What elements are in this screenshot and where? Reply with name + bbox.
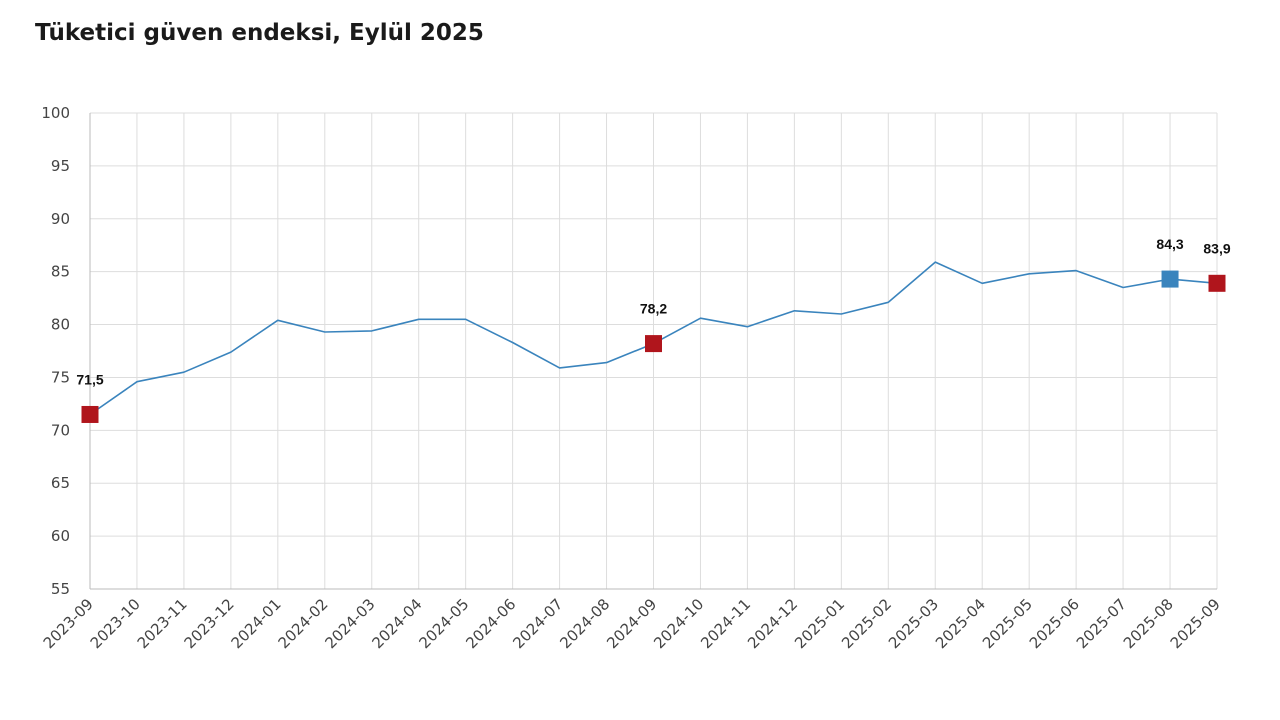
y-tick-label: 75 xyxy=(51,368,70,386)
y-tick-label: 90 xyxy=(51,210,70,228)
highlight-marker xyxy=(645,335,662,353)
data-label: 83,9 xyxy=(1203,240,1230,256)
data-label: 84,3 xyxy=(1156,236,1183,252)
data-label: 78,2 xyxy=(640,301,667,317)
x-tick-label: 2024-09 xyxy=(603,595,660,652)
x-tick-label: 2024-04 xyxy=(368,595,425,652)
x-tick-label: 2023-12 xyxy=(181,595,238,652)
x-tick-label: 2023-11 xyxy=(134,595,191,652)
y-tick-label: 80 xyxy=(51,316,70,334)
highlight-markers xyxy=(81,270,1226,423)
highlight-marker xyxy=(1208,274,1226,292)
y-tick-label: 65 xyxy=(51,474,70,492)
x-tick-label: 2025-04 xyxy=(932,595,989,652)
y-tick-label: 100 xyxy=(41,104,70,122)
x-tick-label: 2024-03 xyxy=(322,595,379,652)
x-tick-label: 2024-10 xyxy=(650,595,707,652)
x-tick-labels: 2023-092023-102023-112023-122024-012024-… xyxy=(40,595,1224,652)
x-tick-label: 2024-02 xyxy=(275,595,332,652)
axes xyxy=(89,113,1217,590)
y-tick-label: 95 xyxy=(51,157,70,175)
x-tick-label: 2024-06 xyxy=(462,595,519,652)
highlight-marker xyxy=(1161,270,1179,288)
x-tick-label: 2024-12 xyxy=(744,595,801,652)
y-tick-label: 55 xyxy=(51,580,70,598)
y-tick-labels: 55 60 65 70 75 80 85 90 95 100 xyxy=(41,104,70,598)
chart-title: Tüketici güven endeksi, Eylül 2025 xyxy=(35,20,484,46)
y-tick-label: 85 xyxy=(51,263,70,281)
x-tick-label: 2025-05 xyxy=(979,595,1036,652)
x-tick-label: 2025-09 xyxy=(1167,595,1224,652)
y-tick-label: 70 xyxy=(51,421,70,439)
data-labels: 71,5 78,2 84,3 83,9 xyxy=(76,236,1230,387)
x-tick-label: 2025-03 xyxy=(885,595,942,652)
x-tick-label: 2024-01 xyxy=(228,595,285,652)
x-tick-label: 2025-01 xyxy=(791,595,848,652)
data-label: 71,5 xyxy=(76,371,103,387)
x-tick-label: 2025-08 xyxy=(1120,595,1177,652)
x-tick-label: 2024-11 xyxy=(697,595,754,652)
highlight-marker xyxy=(81,405,99,423)
x-tick-label: 2024-05 xyxy=(415,595,472,652)
y-tick-label: 60 xyxy=(51,527,70,545)
x-tick-label: 2023-09 xyxy=(40,595,97,652)
x-tick-label: 2025-06 xyxy=(1026,595,1083,652)
x-tick-label: 2025-02 xyxy=(838,595,895,652)
x-tick-label: 2024-08 xyxy=(556,595,613,652)
x-tick-label: 2024-07 xyxy=(509,595,566,652)
x-tick-label: 2023-10 xyxy=(87,595,144,652)
x-tick-label: 2025-07 xyxy=(1073,595,1130,652)
